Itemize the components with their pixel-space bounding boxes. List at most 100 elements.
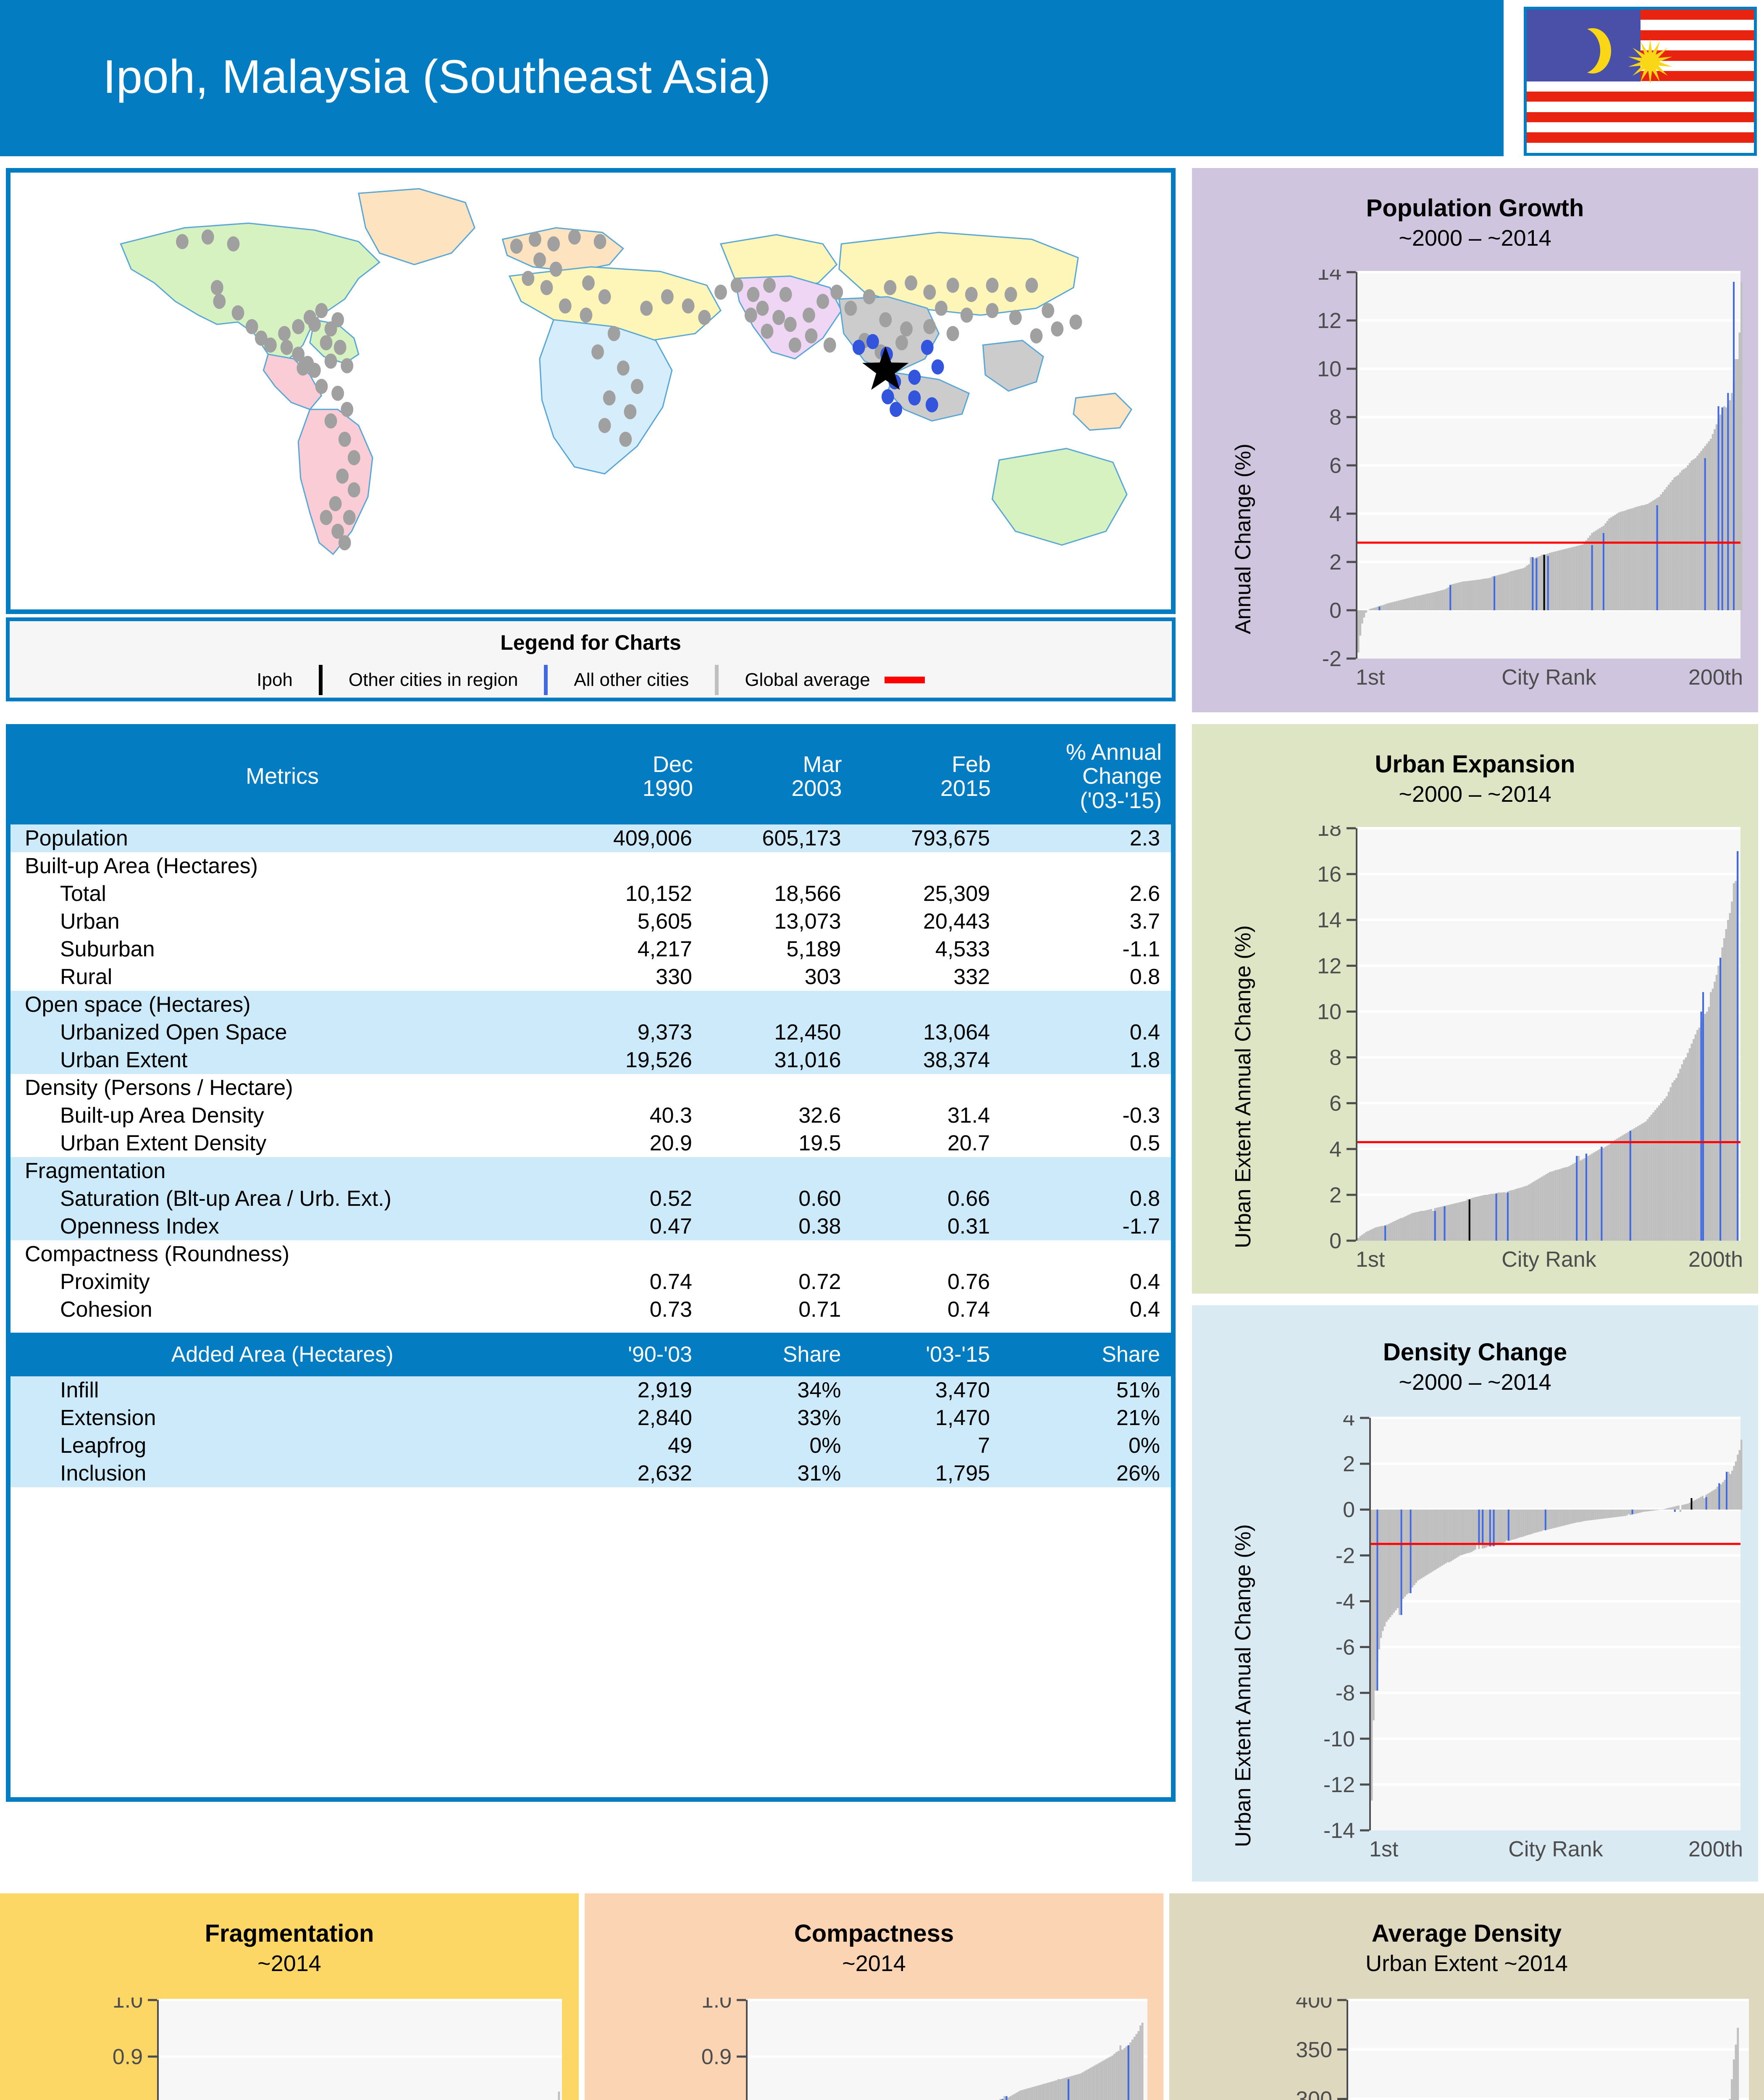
added-area-row: Infill 2,919 34% 3,470 51% <box>10 1376 1171 1404</box>
chart-bar <box>1530 1183 1532 1241</box>
chart-region-bar <box>1705 1497 1707 1510</box>
chart-bar <box>1451 584 1453 610</box>
chart-bar <box>1476 580 1478 610</box>
chart-bar <box>1460 1509 1462 1556</box>
chart-bar <box>1512 1189 1515 1241</box>
chart-bar <box>1735 881 1737 1241</box>
chart-bar <box>1489 578 1492 610</box>
chart-bar <box>1374 1509 1377 1691</box>
chart-bar <box>1735 1461 1737 1510</box>
map-city-dot <box>176 234 189 249</box>
chart-bar <box>1394 1221 1396 1241</box>
chart-bar <box>1003 2096 1006 2100</box>
chart-bar <box>1560 550 1562 610</box>
added-area-header-c2: Share <box>703 1333 852 1376</box>
chart-bar <box>1491 1509 1493 1546</box>
map-city-dot <box>698 310 711 325</box>
chart-bar <box>1645 504 1647 610</box>
flag-stripe <box>1527 102 1754 112</box>
metric-label: Openness Index <box>10 1213 554 1240</box>
chart-bar <box>1457 1202 1459 1241</box>
chart-bar <box>1688 1502 1691 1510</box>
added-area-value-v3: 1,795 <box>852 1460 1001 1487</box>
chart-bar <box>1652 1112 1654 1241</box>
chart-bar <box>1660 494 1662 610</box>
metric-value-v3: 0.76 <box>852 1268 1001 1296</box>
metric-value-v4 <box>1001 1157 1171 1185</box>
chart-region-bar <box>1532 557 1534 610</box>
chart-bar <box>1413 596 1415 610</box>
metric-value-v4 <box>1001 852 1171 880</box>
chart-region-bar <box>1378 606 1381 610</box>
chart-bar <box>1698 1498 1700 1510</box>
table-row: Rural 330 303 332 0.8 <box>10 963 1171 991</box>
map-city-dot <box>324 353 337 369</box>
chart-bar <box>1380 1509 1382 1638</box>
chart-bar <box>1740 282 1743 610</box>
map-city-dot <box>744 307 757 323</box>
y-tick-label: -4 <box>1336 1589 1355 1614</box>
chart-bar <box>1618 1509 1620 1517</box>
chart-bar <box>1461 1509 1463 1555</box>
map-city-dot <box>593 234 606 249</box>
chart-bar <box>1635 507 1637 610</box>
map-city-dot <box>1069 314 1082 330</box>
metric-label: Fragmentation <box>10 1157 554 1185</box>
chart-bar <box>1071 2076 1074 2100</box>
chart-region-bar <box>1727 393 1729 610</box>
metric-label: Built-up Area (Hectares) <box>10 852 554 880</box>
metric-value-v1: 20.9 <box>554 1129 703 1157</box>
chart-bar <box>1614 514 1616 610</box>
chart-bar <box>1441 1509 1443 1566</box>
chart-bar <box>1681 470 1683 610</box>
metric-value-v2: 18,566 <box>703 880 852 908</box>
map-region <box>1073 392 1132 431</box>
chart-bar <box>1537 1509 1539 1532</box>
chart-bar <box>1483 578 1486 610</box>
metric-value-v1: 40.3 <box>554 1102 703 1129</box>
crescent-icon <box>1563 28 1600 74</box>
chart-bar <box>1622 1135 1624 1241</box>
chart-bar <box>1655 1509 1657 1510</box>
chart-bar <box>1515 1509 1517 1539</box>
map-region-city-dot <box>890 402 903 417</box>
chart-bar <box>1011 2095 1014 2100</box>
chart-bar <box>1648 1117 1651 1241</box>
table-row: Cohesion 0.73 0.71 0.74 0.4 <box>10 1296 1171 1323</box>
chart-bar <box>1459 582 1461 610</box>
chart-bar <box>1121 2050 1124 2100</box>
chart-bar <box>1646 504 1649 610</box>
chart-bar <box>1724 1480 1726 1510</box>
chart-bar <box>1696 1499 1698 1510</box>
metric-value-v1 <box>554 1157 703 1185</box>
chart-bar <box>1141 2022 1144 2100</box>
chart-bar <box>1589 535 1591 610</box>
chart-bar <box>1057 2079 1060 2100</box>
metric-value-v1: 9,373 <box>554 1018 703 1046</box>
chart-bar <box>1683 1060 1685 1241</box>
chart-bar <box>1483 1194 1486 1241</box>
chart-bar <box>1417 596 1419 610</box>
header-feb-2015: Feb 2015 <box>852 729 1001 824</box>
chart-bar <box>1679 1068 1681 1241</box>
chart-bar <box>1607 1509 1609 1518</box>
map-city-dot <box>547 236 560 252</box>
chart-bar <box>1365 1232 1367 1241</box>
chart-bar <box>1363 1233 1365 1241</box>
chart-bar <box>1007 2097 1010 2100</box>
chart-bar <box>1135 2034 1138 2100</box>
chart-bar <box>1370 1229 1373 1241</box>
flag-stripe <box>1527 132 1754 143</box>
map-city-dot <box>1030 328 1043 344</box>
table-header-row: Metrics Dec 1990 Mar 2003 Feb 2015 % Annual… <box>10 729 1171 824</box>
chart-bar <box>1716 1486 1719 1510</box>
chart-bar <box>1107 2058 1110 2100</box>
map-city-dot <box>331 386 344 401</box>
chart-bar <box>1441 1206 1444 1241</box>
chart-bar <box>1457 1509 1460 1557</box>
chart-bar <box>1480 1509 1482 1544</box>
chart-bar <box>1637 1126 1639 1241</box>
chart-bar <box>1413 1213 1415 1241</box>
chart-bar <box>1424 594 1427 610</box>
chart-bar <box>1467 1509 1469 1553</box>
